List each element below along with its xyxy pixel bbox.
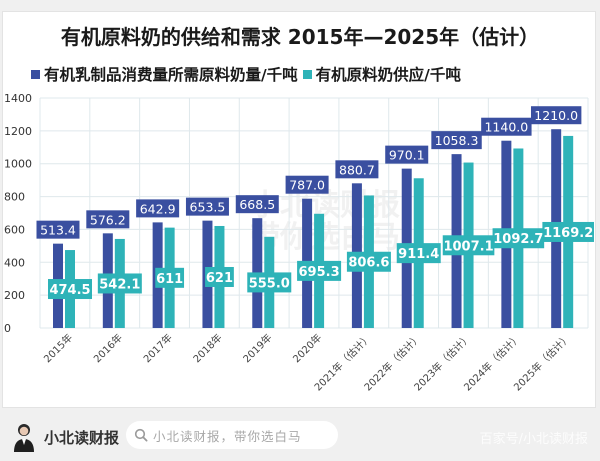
x-tick-label: 2020年 [290,331,324,365]
x-tick-label: 2016年 [91,331,125,365]
bar-chart: 0 200 400 600 800 1000 1200 1400 2015年 2016年 2017年… [4,92,594,393]
y-tick-label: 0 [4,322,11,335]
legend-label-demand: 有机乳制品消费量所需原料奶量/千吨 [44,66,298,84]
data-label-box-supply [97,273,142,294]
data-label-demand: 1210.0 [534,108,578,123]
data-label-demand: 653.5 [190,200,226,215]
data-label-supply: 695.3 [299,265,340,280]
data-label-supply: 1007.1 [443,239,493,254]
data-label-box-demand [335,160,379,179]
search-placeholder: 小北读财报，带你选白马 [153,428,302,444]
footer-bar: 小北读财报 小北读财报，带你选白马 百家号/小北读财报 [0,415,600,461]
data-label-supply: 1169.2 [543,226,593,241]
data-label-box-demand [136,199,180,218]
data-label-demand: 576.2 [90,212,126,227]
data-label-box-supply [205,266,234,287]
legend-swatch-supply [302,69,312,79]
data-label-demand: 513.4 [40,223,76,238]
x-tick-label: 2015年 [41,331,75,365]
search-box[interactable]: 小北读财报，带你选白马 [126,421,338,449]
avatar-icon[interactable] [11,420,37,452]
data-label-box-demand [530,106,582,125]
data-label-box-supply [492,228,545,249]
data-label-box-demand [481,117,532,136]
data-label-box-demand [431,131,482,150]
corner-watermark: 百家号/小北读财报 [479,432,588,447]
chart-legend: 有机乳制品消费量所需原料奶量/千吨 有机原料奶供应/千吨 [31,64,466,84]
data-label-box-demand [385,145,429,164]
x-tick-label: 2019年 [240,331,274,365]
x-tick-label: 2017年 [140,331,174,365]
legend-item-demand: 有机乳制品消费量所需原料奶量/千吨 [31,63,298,85]
data-label-demand: 880.7 [339,162,375,177]
data-label-box-demand [235,195,279,214]
data-label-box-supply [346,251,391,272]
chart-card: 有机原料奶的供给和需求 2015年—2025年（估计） 有机乳制品消费量所需原料… [2,11,596,408]
y-tick-label: 1400 [4,92,32,105]
search-icon [134,428,148,442]
legend-label-supply: 有机原料奶供应/千吨 [315,66,461,84]
data-label-supply: 542.1 [99,277,140,292]
data-label-demand: 668.5 [239,197,275,212]
data-label-box-supply [155,267,185,288]
x-tick-label: 2018年 [190,331,224,365]
data-label-demand: 970.1 [389,148,425,163]
data-label-box-demand [185,197,229,216]
data-label-box-supply [396,243,441,264]
data-label-demand: 787.0 [289,178,325,193]
data-label-demand: 1058.3 [435,133,479,148]
data-label-demand: 1140.0 [484,120,528,135]
data-label-box-supply [542,221,594,242]
data-label-box-supply [297,260,342,281]
data-label-supply: 911.4 [398,247,439,262]
data-label-supply: 1092.7 [493,232,543,247]
data-label-box-demand [86,210,130,229]
brand-name[interactable]: 小北读财报 [44,429,120,447]
y-tick-label: 200 [4,289,25,302]
data-label-supply: 555.0 [249,276,290,291]
y-tick-label: 1200 [4,125,32,138]
data-label-box-supply [48,279,92,300]
data-label-box-demand [36,220,80,239]
data-label-supply: 611 [156,272,183,287]
data-label-supply: 621 [206,271,233,286]
center-watermark-line2: 带你选白马 [250,220,400,255]
data-label-box-supply [442,235,495,256]
data-label-demand: 642.9 [140,201,176,216]
y-tick-label: 400 [4,256,25,269]
legend-swatch-demand [31,69,40,79]
y-tick-label: 1000 [4,158,32,171]
y-tick-label: 600 [4,223,25,236]
legend-item-supply: 有机原料奶供应/千吨 [302,63,461,85]
data-label-supply: 806.6 [348,256,389,271]
data-label-box-demand [285,175,329,194]
data-label-supply: 474.5 [49,283,90,298]
chart-title: 有机原料奶的供给和需求 2015年—2025年（估计） [60,25,540,49]
y-tick-label: 800 [4,191,25,204]
data-label-box-supply [247,272,292,293]
